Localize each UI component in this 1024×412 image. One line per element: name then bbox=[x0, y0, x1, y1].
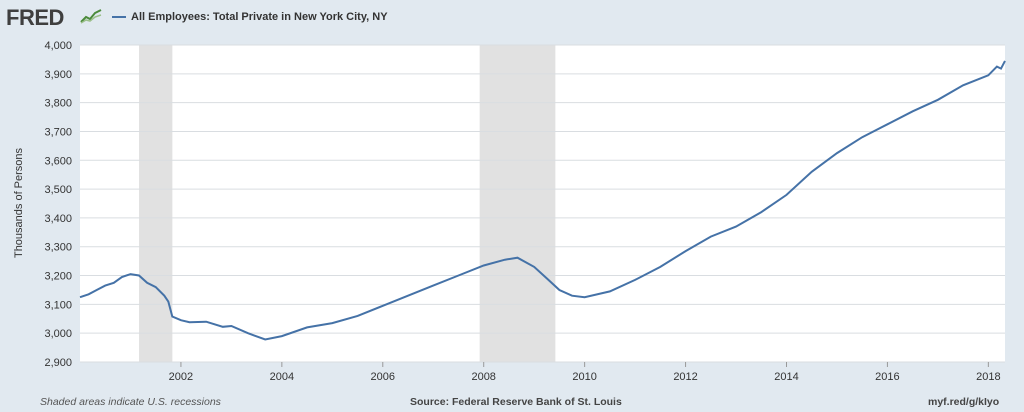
y-tick-label: 3,700 bbox=[44, 126, 72, 138]
fred-logo[interactable]: FRED bbox=[6, 5, 64, 30]
y-tick-label: 4,000 bbox=[44, 40, 72, 52]
y-axis-label: Thousands of Persons bbox=[13, 147, 25, 258]
x-tick-label: 2014 bbox=[774, 371, 798, 380]
recession-band-1 bbox=[479, 45, 556, 362]
y-tick-label: 3,200 bbox=[44, 271, 72, 283]
source-note: Source: Federal Reserve Bank of St. Loui… bbox=[410, 396, 622, 408]
x-tick-label: 2016 bbox=[875, 371, 899, 380]
x-tick-label: 2018 bbox=[976, 371, 1000, 380]
recession-band-0 bbox=[139, 45, 173, 362]
y-tick-label: 3,500 bbox=[44, 184, 72, 196]
series-line[interactable] bbox=[79, 60, 1006, 341]
y-tick-label: 3,000 bbox=[44, 328, 72, 340]
x-tick-label: 2006 bbox=[371, 371, 395, 380]
legend-swatch bbox=[112, 16, 126, 19]
legend[interactable]: All Employees: Total Private in New York… bbox=[112, 11, 388, 23]
x-tick-label: 2008 bbox=[471, 371, 495, 380]
recession-note: Shaded areas indicate U.S. recessions bbox=[40, 396, 221, 408]
recession-bands bbox=[139, 45, 556, 362]
y-tick-label: 3,100 bbox=[44, 299, 72, 311]
y-tick-label: 3,600 bbox=[44, 155, 72, 167]
grid-lines bbox=[80, 44, 1005, 363]
chart-header: FRED All Employees: Total Private in New… bbox=[0, 0, 1024, 36]
y-tick-label: 3,300 bbox=[44, 242, 72, 254]
y-tick-label: 2,900 bbox=[44, 357, 72, 369]
x-axis-ticks: 2002 2004 2006 2008 2010 2012 2014 2016 2018 bbox=[169, 362, 1001, 380]
x-tick-label: 2010 bbox=[572, 371, 596, 380]
y-tick-label: 3,900 bbox=[44, 69, 72, 81]
y-tick-label: 3,800 bbox=[44, 98, 72, 110]
chart-line-icon bbox=[80, 9, 102, 24]
x-tick-label: 2004 bbox=[270, 371, 294, 380]
short-url-link[interactable]: myf.red/g/kIyo bbox=[928, 396, 1000, 408]
x-tick-label: 2002 bbox=[169, 371, 193, 380]
legend-label: All Employees: Total Private in New York… bbox=[131, 11, 388, 23]
x-tick-label: 2012 bbox=[673, 371, 697, 380]
y-axis-ticks: 2,900 3,000 3,100 3,200 3,300 3,400 3,500 3,600… bbox=[44, 40, 72, 369]
y-tick-label: 3,400 bbox=[44, 213, 72, 225]
line-chart[interactable]: 2,900 3,000 3,100 3,200 3,300 3,400 3,500 3,600… bbox=[0, 0, 1024, 380]
